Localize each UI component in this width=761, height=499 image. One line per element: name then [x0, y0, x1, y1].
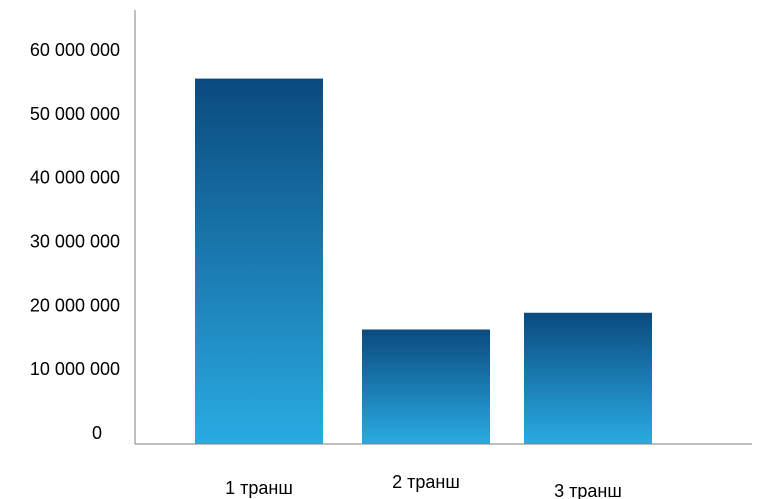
x-category-label: 2 транш	[392, 472, 460, 492]
y-tick-label: 60 000 000	[30, 40, 120, 60]
y-tick-label: 30 000 000	[30, 232, 120, 252]
bar	[524, 312, 652, 444]
y-tick-label: 50 000 000	[30, 104, 120, 124]
y-axis-tick-labels: 0 10 000 000 20 000 000 30 000 000 40 000 00…	[30, 40, 120, 443]
x-category-label: 1 транш	[225, 478, 293, 498]
bar	[362, 329, 490, 444]
bars	[195, 78, 652, 444]
y-tick-label: 10 000 000	[30, 359, 120, 379]
y-tick-label: 0	[92, 423, 102, 443]
y-tick-label: 40 000 000	[30, 168, 120, 188]
x-category-label: 3 транш	[554, 481, 622, 499]
x-axis-category-labels: 1 транш 2 транш 3 транш	[225, 472, 622, 499]
bar	[195, 78, 323, 444]
y-tick-label: 20 000 000	[30, 295, 120, 315]
